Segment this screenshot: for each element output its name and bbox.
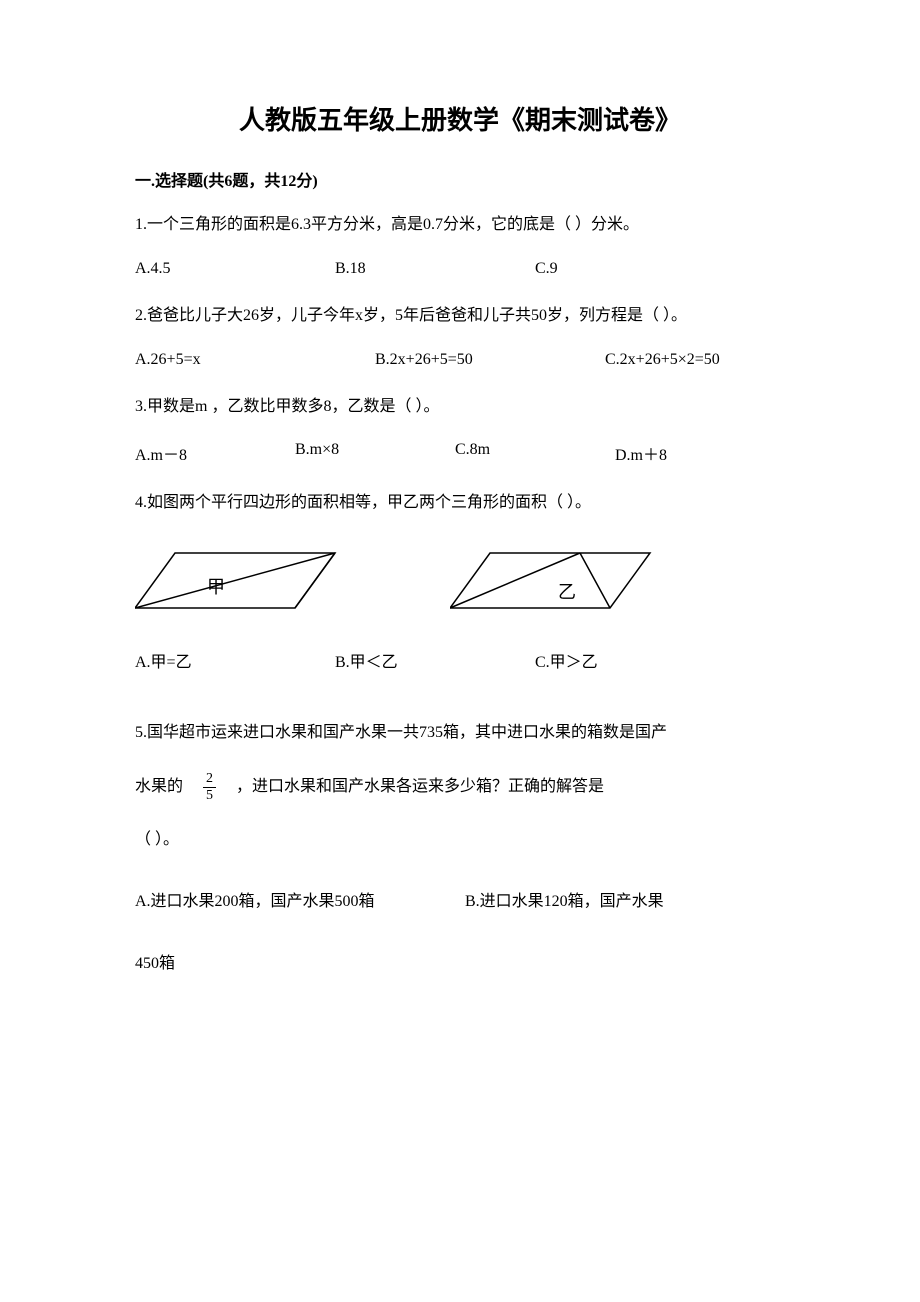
parallelogram-jia: 甲	[135, 548, 340, 613]
q4-option-c: C.甲＞乙	[535, 648, 735, 672]
q5-option-a: A.进口水果200箱，国产水果500箱	[135, 881, 465, 923]
q5-option-b-part1: B.进口水果120箱，国产水果	[465, 881, 664, 923]
diagram-yi: 乙	[450, 548, 655, 618]
q2-option-b: B.2x+26+5=50	[375, 351, 605, 369]
q2-option-a: A.26+5=x	[135, 351, 375, 369]
q5-line2-post: ，进口水果和国产水果各运来多少箱？正确的解答是	[236, 778, 604, 795]
q5-option-b-part2: 450箱	[135, 943, 175, 985]
fraction-2-5: 2 5	[203, 772, 216, 803]
label-yi: 乙	[558, 582, 576, 602]
question-2: 2.爸爸比儿子大26岁，儿子今年x岁，5年后爸爸和儿子共50岁，列方程是（ ）。	[135, 302, 785, 331]
q1-option-c: C.9	[535, 260, 735, 278]
question-5: 5.国华超市运来进口水果和国产水果一共735箱，其中进口水果的箱数是国产 水果的…	[135, 712, 785, 861]
page-title: 人教版五年级上册数学《期末测试卷》	[135, 100, 785, 137]
question-5-options: A.进口水果200箱，国产水果500箱 B.进口水果120箱，国产水果 450箱	[135, 881, 785, 984]
question-4-options: A.甲=乙 B.甲＜乙 C.甲＞乙	[135, 648, 785, 672]
fraction-numerator: 2	[203, 772, 216, 788]
q5-line3: （ ）。	[135, 819, 785, 861]
question-3: 3.甲数是m ，乙数比甲数多8，乙数是（ ）。	[135, 393, 785, 422]
q3-option-b: B.m×8	[295, 441, 455, 465]
parallelogram-yi: 乙	[450, 548, 655, 613]
q1-option-a: A.4.5	[135, 260, 335, 278]
q2-option-c: C.2x+26+5×2=50	[605, 351, 785, 369]
fraction-denominator: 5	[203, 788, 216, 803]
question-3-options: A.m－8 B.m×8 C.8m D.m＋8	[135, 441, 785, 465]
q4-option-a: A.甲=乙	[135, 648, 335, 672]
q5-line2-pre: 水果的	[135, 778, 183, 795]
q3-option-d: D.m＋8	[615, 441, 775, 465]
question-4-diagrams: 甲 乙	[135, 548, 785, 618]
q5-line1: 5.国华超市运来进口水果和国产水果一共735箱，其中进口水果的箱数是国产	[135, 712, 785, 754]
q3-option-a: A.m－8	[135, 441, 295, 465]
question-1-options: A.4.5 B.18 C.9	[135, 260, 785, 278]
question-1: 1.一个三角形的面积是6.3平方分米，高是0.7分米，它的底是（ ）分米。	[135, 211, 785, 240]
q1-option-b: B.18	[335, 260, 535, 278]
label-jia: 甲	[207, 577, 225, 597]
q5-line2: 水果的 2 5 ，进口水果和国产水果各运来多少箱？正确的解答是	[135, 766, 785, 808]
question-4: 4.如图两个平行四边形的面积相等，甲乙两个三角形的面积（ ）。	[135, 489, 785, 518]
q4-option-b: B.甲＜乙	[335, 648, 535, 672]
diagram-jia: 甲	[135, 548, 340, 618]
q3-option-c: C.8m	[455, 441, 615, 465]
question-2-options: A.26+5=x B.2x+26+5=50 C.2x+26+5×2=50	[135, 351, 785, 369]
section-header: 一.选择题(共6题，共12分)	[135, 167, 785, 191]
